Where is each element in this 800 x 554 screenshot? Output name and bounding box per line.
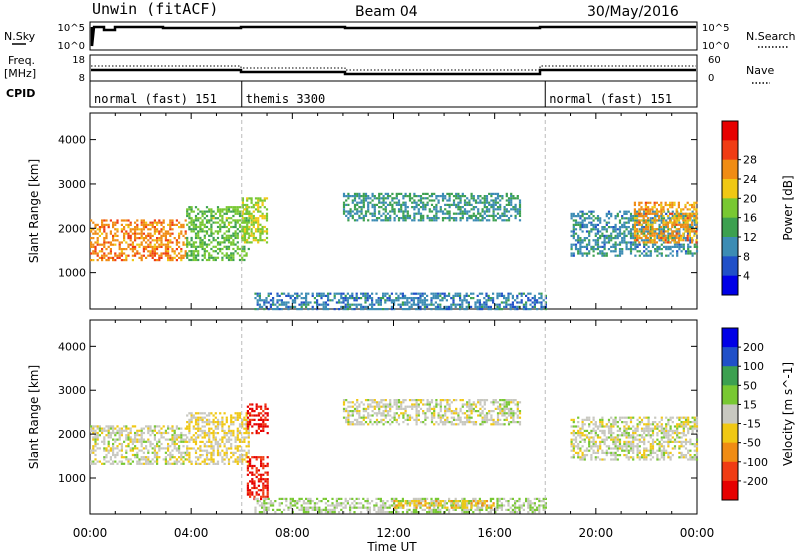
- echo-region: [342, 399, 522, 426]
- echo-region: [90, 219, 187, 262]
- colorbar-swatch: [722, 256, 738, 277]
- echo-region: [570, 416, 699, 461]
- y-tick-label: 4000: [58, 340, 86, 353]
- colorbar-tick-label: 50: [743, 379, 757, 392]
- nave-tick-bottom: 0: [708, 73, 714, 84]
- colorbar-tick-label: 15: [743, 398, 757, 411]
- cpid-segments: normal (fast) 151 themis 3300 normal (fast…: [94, 81, 672, 107]
- cpid-panel: [89, 80, 698, 108]
- x-tick-label: 08:00: [275, 526, 310, 540]
- freq-tick-bottom: 8: [79, 73, 85, 84]
- colorbar-swatch: [722, 461, 738, 482]
- colorbar-tick-label: -100: [743, 456, 768, 469]
- nsky-trace: [90, 25, 696, 47]
- colorbar-tick-label: -15: [743, 418, 761, 431]
- colorbar-swatch: [722, 328, 738, 348]
- y-tick-label: 4000: [58, 134, 86, 147]
- cpid-segment-label: normal (fast) 151: [94, 92, 217, 106]
- x-axis: 00:00 04:00 08:00 12:00 16:00 20:00 00:00: [73, 526, 715, 540]
- freq-tick-top: 18: [72, 55, 85, 66]
- colorbar-tick-label: 28: [743, 154, 757, 167]
- nsky-tick-top: 10^5: [58, 23, 85, 34]
- colorbar-tick-label: -50: [743, 437, 761, 450]
- date-title: 30/May/2016: [587, 4, 679, 20]
- x-tick-label: 04:00: [174, 526, 209, 540]
- y-axis-label: Slant Range [km]: [27, 365, 41, 469]
- echo-region: [186, 412, 250, 465]
- echo-region: [342, 192, 522, 222]
- colorbar-tick-label: 12: [743, 231, 757, 244]
- nsky-panel: [89, 21, 698, 51]
- colorbar-tick-label: 100: [743, 360, 764, 373]
- colorbar-tick-label: 24: [743, 173, 757, 186]
- colorbar-swatch: [722, 404, 738, 425]
- y-tick-label: 2000: [58, 428, 86, 441]
- echo-region: [90, 425, 187, 465]
- x-tick-label: 16:00: [477, 526, 512, 540]
- colorbar-tick-label: 200: [743, 341, 764, 354]
- cpid-label: CPID: [6, 87, 35, 100]
- x-tick-label: 20:00: [579, 526, 614, 540]
- echo-region: [246, 403, 269, 435]
- colorbar-swatch: [722, 366, 738, 386]
- colorbar-swatch: [722, 179, 738, 199]
- colorbar-swatch: [722, 423, 738, 444]
- colorbar-swatch: [722, 198, 738, 219]
- colorbar-swatch: [722, 121, 738, 141]
- nsearch-label: N.Search: [746, 30, 796, 43]
- y-tick-label: 1000: [58, 267, 86, 280]
- nave-trace: [91, 65, 696, 71]
- colorbar-tick-label: 8: [743, 250, 750, 263]
- colorbar-tick-label: 16: [743, 212, 757, 225]
- freq-trace: [91, 68, 696, 76]
- y-tick-label: 2000: [58, 222, 86, 235]
- freq-label: Freq.: [8, 54, 35, 67]
- x-tick-label: 00:00: [680, 526, 715, 540]
- cpid-segment-label: themis 3300: [246, 92, 325, 106]
- velocity-panel: 1000 2000 3000 4000 Slant Range [km] 200 100 50…: [27, 319, 795, 515]
- colorbar: 4 8 12 16 20 24 28 Power [dB]: [721, 120, 795, 296]
- colorbar-tick-label: -200: [743, 475, 768, 488]
- echo-region: [241, 197, 269, 244]
- x-tick-label: 00:00: [73, 526, 108, 540]
- colorbar-swatch: [722, 275, 738, 296]
- nsky-tick-bottom: 10^0: [58, 41, 85, 52]
- cpid-segment-label: normal (fast) 151: [549, 92, 672, 106]
- colorbar-swatch: [722, 347, 738, 367]
- colorbar-swatch: [722, 217, 738, 238]
- power-panel: 1000 2000 3000 4000 Slant Range [km] 4 8 12 16 20…: [27, 112, 795, 311]
- x-tick-label: 12:00: [376, 526, 411, 540]
- x-axis-label: Time UT: [366, 540, 417, 554]
- colorbar-label: Velocity [m s^-1]: [781, 362, 795, 466]
- nave-tick-top: 60: [708, 55, 721, 66]
- colorbar: 200 100 50 15 -15 -50 -100 -200 Velocity [m s^-1…: [721, 327, 795, 501]
- freq-unit: [MHz]: [4, 67, 36, 80]
- echo-region: [246, 456, 269, 501]
- y-tick-label: 1000: [58, 472, 86, 485]
- y-axis-label: Slant Range [km]: [27, 159, 41, 263]
- nave-label: Nave: [746, 64, 774, 77]
- colorbar-tick-label: 20: [743, 192, 757, 205]
- colorbar-swatch: [722, 159, 738, 180]
- echo-region: [393, 500, 495, 509]
- colorbar-tick-label: 4: [743, 270, 750, 283]
- colorbar-swatch: [722, 442, 738, 463]
- nsearch-tick-bottom: 10^0: [702, 41, 729, 52]
- echo-region: [633, 201, 698, 244]
- colorbar-label: Power [dB]: [781, 175, 795, 240]
- colorbar-swatch: [722, 237, 738, 257]
- radar-title: Unwin (fitACF): [92, 0, 218, 18]
- colorbar-swatch: [722, 140, 738, 161]
- colorbar-swatch: [722, 385, 738, 405]
- nsearch-tick-top: 10^5: [702, 23, 729, 34]
- nsky-label: N.Sky: [4, 30, 36, 43]
- colorbar-swatch: [722, 480, 738, 501]
- y-tick-label: 3000: [58, 178, 86, 191]
- freq-panel: [89, 54, 698, 82]
- beam-title: Beam 04: [355, 4, 418, 20]
- y-tick-label: 3000: [58, 384, 86, 397]
